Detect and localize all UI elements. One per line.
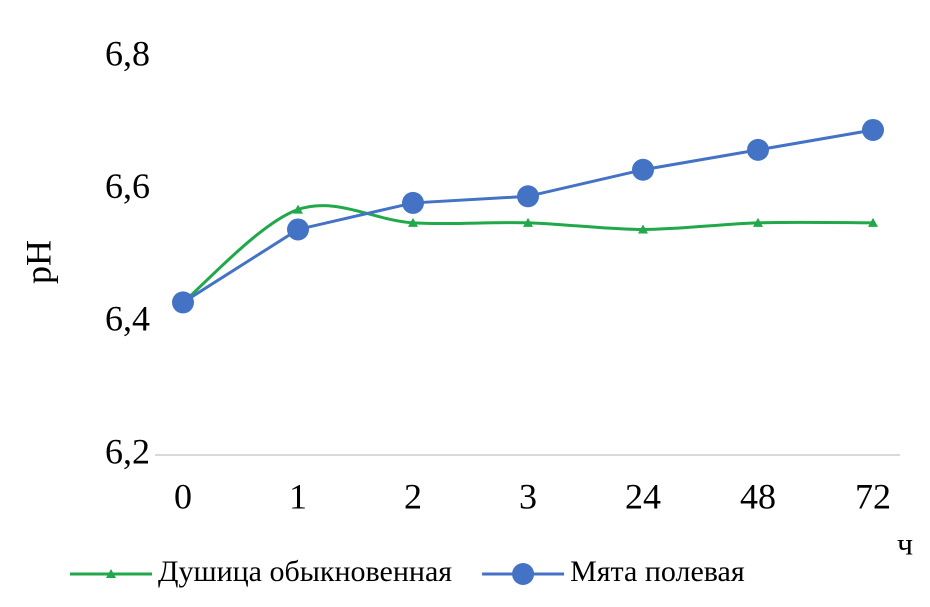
marker <box>293 204 303 214</box>
marker <box>747 138 769 161</box>
marker <box>402 191 424 214</box>
marker <box>408 217 418 227</box>
x-tick-label: 0 <box>174 476 192 516</box>
marker <box>638 224 648 234</box>
x-tick-label: 1 <box>289 476 307 516</box>
marker <box>632 158 654 181</box>
marker <box>172 291 194 314</box>
marker <box>753 217 763 227</box>
marker <box>517 185 539 208</box>
marker <box>868 217 878 227</box>
x-tick-label: 24 <box>625 476 661 516</box>
y-tick-label: 6,6 <box>105 166 150 206</box>
x-axis-label: ч <box>897 525 913 561</box>
legend-marker <box>106 569 116 578</box>
x-tick-label: 72 <box>855 476 891 516</box>
legend-label: Душица обыкновенная <box>158 555 452 588</box>
marker <box>523 217 533 227</box>
y-axis-label: pH <box>18 240 58 284</box>
x-tick-label: 48 <box>740 476 776 516</box>
legend-marker <box>512 563 535 585</box>
marker <box>287 218 309 241</box>
x-tick-label: 3 <box>519 476 537 516</box>
y-tick-label: 6,8 <box>105 33 150 73</box>
x-tick-label: 2 <box>404 476 422 516</box>
legend-label: Мята полевая <box>570 555 745 588</box>
marker <box>862 118 884 141</box>
y-tick-label: 6,2 <box>105 431 150 471</box>
y-tick-label: 6,4 <box>105 299 150 339</box>
